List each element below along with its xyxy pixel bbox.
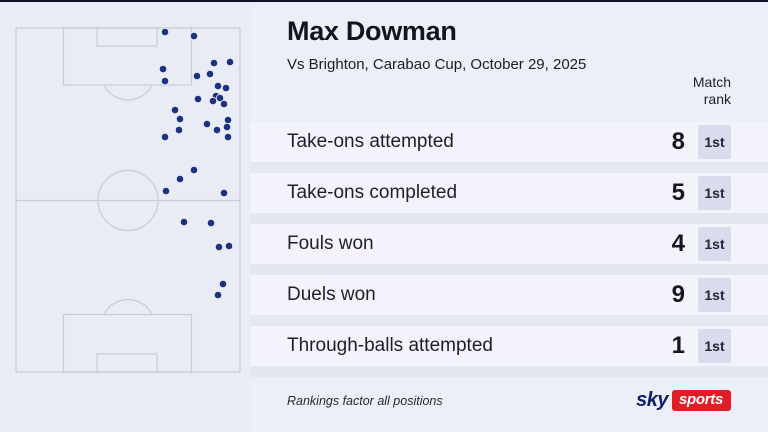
centre-circle	[97, 169, 159, 232]
touch-dot	[208, 96, 218, 106]
touch-dot	[219, 188, 229, 198]
touch-dot	[222, 122, 232, 132]
touch-dot	[175, 174, 185, 184]
touch-dot	[213, 290, 223, 300]
stats-header: Max Dowman Vs Brighton, Carabao Cup, Oct…	[250, 0, 768, 122]
touch-dot	[215, 93, 225, 103]
touch-dot	[179, 217, 189, 227]
stat-label: Fouls won	[287, 233, 374, 254]
touch-dot	[212, 125, 222, 135]
touch-dot	[206, 218, 216, 228]
rank-badge: 1st	[698, 227, 731, 261]
row-divider	[250, 162, 768, 173]
stat-value: 8	[671, 128, 685, 155]
touch-dot	[213, 81, 223, 91]
top-border-bar	[0, 0, 768, 2]
footer: Rankings factor all positions sky sports	[287, 389, 731, 412]
touch-dot	[189, 165, 199, 175]
page-title: Max Dowman	[287, 16, 457, 46]
touch-dot	[225, 57, 235, 67]
stat-row-duels-won: Duels won 9 1st	[250, 275, 768, 315]
touch-dot	[218, 279, 228, 289]
touch-dot	[224, 241, 234, 251]
touch-dot	[174, 125, 184, 135]
stat-row-take-ons-completed: Take-ons completed 5 1st	[250, 173, 768, 213]
touch-dot	[223, 115, 233, 125]
stat-value: 4	[671, 230, 685, 257]
touch-dot	[214, 242, 224, 252]
stat-value: 9	[671, 281, 685, 308]
stats-panel: Max Dowman Vs Brighton, Carabao Cup, Oct…	[250, 0, 768, 432]
rank-badge: 1st	[698, 278, 731, 312]
touch-dot	[219, 99, 229, 109]
sky-logo-text: sky	[636, 389, 668, 411]
sky-sports-logo: sky sports	[636, 389, 731, 412]
rank-column-header: Match rank	[692, 74, 731, 108]
stat-value: 1	[671, 332, 685, 359]
touch-dot	[205, 69, 215, 79]
rankings-footnote: Rankings factor all positions	[287, 393, 443, 408]
rank-badge: 1st	[698, 125, 731, 159]
stat-value: 5	[671, 179, 685, 206]
penalty-area-top	[62, 27, 193, 86]
rank-badge: 1st	[698, 329, 731, 363]
touch-dot	[189, 31, 199, 41]
six-yard-box-top	[96, 27, 158, 47]
row-divider	[250, 315, 768, 326]
touch-dot	[209, 58, 219, 68]
touch-dot	[223, 132, 233, 142]
touch-dot	[160, 27, 170, 37]
stat-row-through-balls-attempted: Through-balls attempted 1 1st	[250, 326, 768, 366]
stat-row-fouls-won: Fouls won 4 1st	[250, 224, 768, 264]
pitch-dots	[158, 27, 235, 300]
row-divider	[250, 213, 768, 224]
sports-logo-badge: sports	[671, 390, 731, 411]
stat-label: Through-balls attempted	[287, 335, 493, 356]
touch-dot	[192, 71, 202, 81]
rank-badge: 1st	[698, 176, 731, 210]
penalty-arc-bottom	[103, 298, 153, 315]
row-divider	[250, 366, 768, 377]
penalty-arc-top	[103, 84, 153, 101]
stat-label: Take-ons completed	[287, 182, 458, 203]
touch-dot	[202, 119, 212, 129]
touch-dot	[160, 132, 170, 142]
touch-dot	[221, 83, 231, 93]
touch-dot	[160, 76, 170, 86]
stat-label: Duels won	[287, 284, 376, 305]
pitch-touch-map	[15, 27, 241, 373]
penalty-area-bottom	[62, 313, 193, 373]
touch-dot	[175, 114, 185, 124]
touch-dot	[161, 186, 171, 196]
six-yard-box-bottom	[96, 353, 158, 373]
match-subtitle: Vs Brighton, Carabao Cup, October 29, 20…	[287, 56, 587, 73]
stat-label: Take-ons attempted	[287, 131, 454, 152]
touch-dot	[158, 64, 168, 74]
stat-row-take-ons-attempted: Take-ons attempted 8 1st	[250, 122, 768, 162]
row-divider	[250, 264, 768, 275]
touch-dot	[170, 105, 180, 115]
touch-dot	[193, 94, 203, 104]
